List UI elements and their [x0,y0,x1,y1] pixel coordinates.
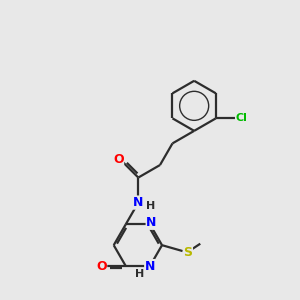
Text: N: N [133,196,143,209]
Text: N: N [146,216,157,229]
Text: Cl: Cl [236,113,247,123]
Text: S: S [183,246,192,259]
Text: O: O [113,152,124,166]
Text: H: H [135,269,144,279]
Text: H: H [146,201,155,211]
Text: N: N [145,260,155,273]
Text: O: O [96,260,107,273]
